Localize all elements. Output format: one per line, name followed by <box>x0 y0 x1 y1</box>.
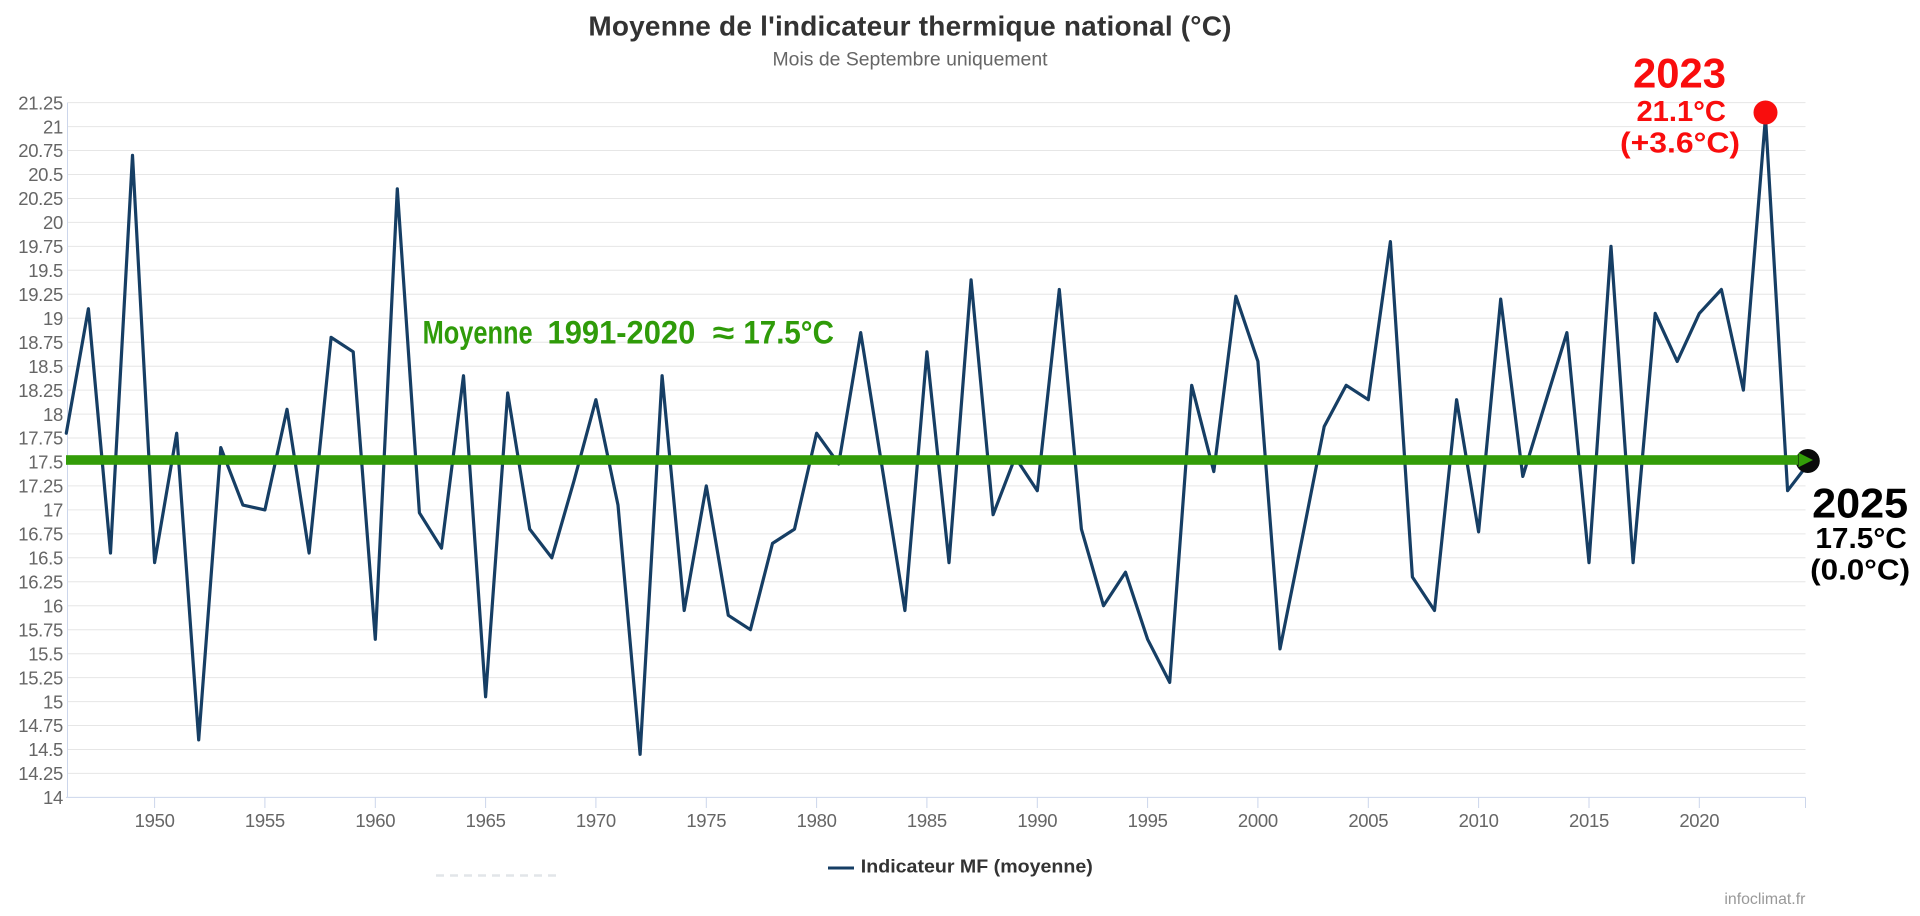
svg-text:15.25: 15.25 <box>18 667 63 688</box>
svg-text:Moyenne de l'indicateur thermi: Moyenne de l'indicateur thermique nation… <box>588 11 1231 42</box>
svg-text:Moyenne: Moyenne <box>423 315 533 351</box>
svg-text:20: 20 <box>43 212 63 233</box>
svg-text:18.25: 18.25 <box>18 380 63 401</box>
svg-text:19.5: 19.5 <box>28 260 63 281</box>
svg-text:1980: 1980 <box>797 810 837 831</box>
svg-text:2005: 2005 <box>1348 810 1388 831</box>
svg-text:21.1°C: 21.1°C <box>1636 96 1726 128</box>
svg-text:17.75: 17.75 <box>18 428 63 449</box>
svg-text:1990: 1990 <box>1017 810 1057 831</box>
svg-text:16.75: 16.75 <box>18 524 63 545</box>
svg-text:14.5: 14.5 <box>28 739 63 760</box>
svg-text:1965: 1965 <box>466 810 506 831</box>
svg-text:(0.0°C): (0.0°C) <box>1810 555 1910 587</box>
svg-text:20.25: 20.25 <box>18 188 63 209</box>
svg-text:17: 17 <box>43 500 63 521</box>
svg-text:19.25: 19.25 <box>18 284 63 305</box>
svg-text:1985: 1985 <box>907 810 947 831</box>
svg-text:14: 14 <box>43 787 63 808</box>
svg-text:1960: 1960 <box>355 810 395 831</box>
svg-text:1955: 1955 <box>245 810 285 831</box>
svg-text:19.75: 19.75 <box>18 236 63 257</box>
svg-text:infoclimat.fr: infoclimat.fr <box>1724 891 1805 908</box>
svg-text:15.75: 15.75 <box>18 619 63 640</box>
svg-text:2000: 2000 <box>1238 810 1278 831</box>
svg-text:17.5°C: 17.5°C <box>1815 523 1907 555</box>
svg-text:2025: 2025 <box>1812 480 1908 527</box>
svg-text:18.75: 18.75 <box>18 332 63 353</box>
svg-text:17.5: 17.5 <box>28 452 63 473</box>
svg-text:17.5°C: 17.5°C <box>743 315 834 351</box>
svg-text:Indicateur MF (moyenne): Indicateur MF (moyenne) <box>861 855 1093 876</box>
svg-text:≈: ≈ <box>713 315 735 351</box>
svg-text:21.25: 21.25 <box>18 92 63 113</box>
svg-text:16.25: 16.25 <box>18 572 63 593</box>
svg-text:18: 18 <box>43 404 63 425</box>
svg-text:2023: 2023 <box>1633 49 1726 96</box>
svg-text:19: 19 <box>43 308 63 329</box>
svg-text:15: 15 <box>43 691 63 712</box>
svg-text:2015: 2015 <box>1569 810 1609 831</box>
svg-text:1991-2020: 1991-2020 <box>548 315 696 351</box>
svg-text:16.5: 16.5 <box>28 548 63 569</box>
svg-text:2010: 2010 <box>1459 810 1499 831</box>
svg-text:1995: 1995 <box>1128 810 1168 831</box>
svg-text:2020: 2020 <box>1679 810 1719 831</box>
svg-text:(+3.6°C): (+3.6°C) <box>1620 128 1740 160</box>
svg-text:21: 21 <box>43 116 63 137</box>
svg-text:15.5: 15.5 <box>28 643 63 664</box>
svg-text:1950: 1950 <box>135 810 175 831</box>
svg-text:17.25: 17.25 <box>18 476 63 497</box>
svg-text:14.75: 14.75 <box>18 715 63 736</box>
svg-text:Mois de Septembre uniquement: Mois de Septembre uniquement <box>773 50 1049 71</box>
svg-text:18.5: 18.5 <box>28 356 63 377</box>
svg-text:14.25: 14.25 <box>18 763 63 784</box>
svg-text:20.5: 20.5 <box>28 164 63 185</box>
svg-text:20.75: 20.75 <box>18 140 63 161</box>
svg-text:1970: 1970 <box>576 810 616 831</box>
svg-text:1975: 1975 <box>686 810 726 831</box>
svg-text:16: 16 <box>43 595 63 616</box>
